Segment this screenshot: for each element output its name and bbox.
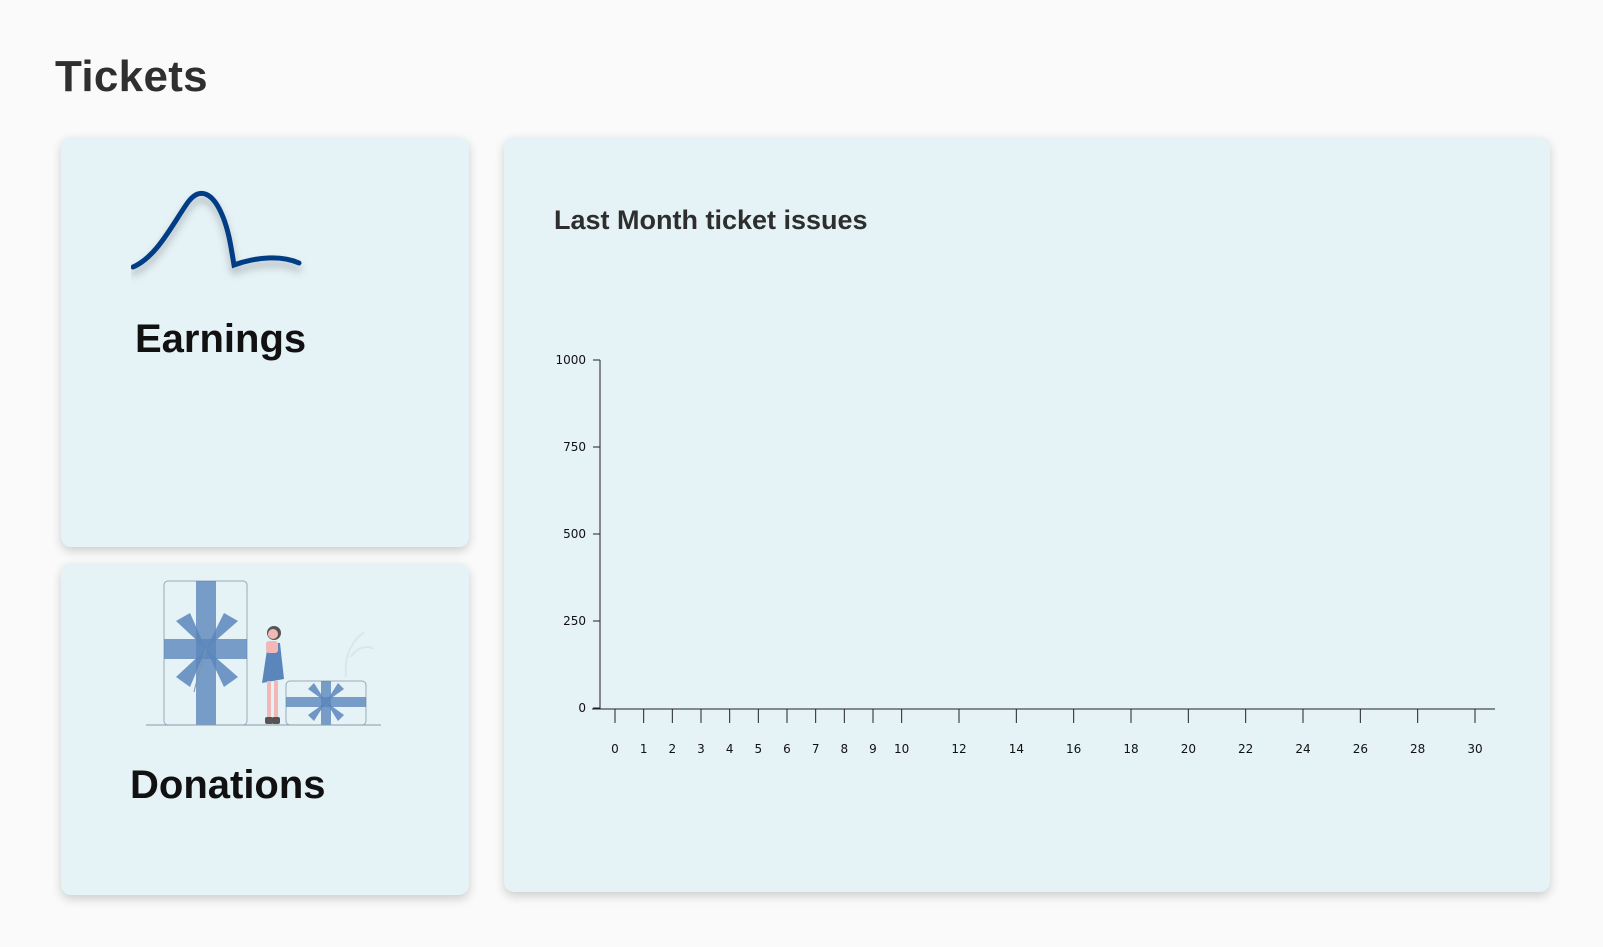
x-tick-label: 22 [1238, 742, 1253, 756]
x-tick-label: 24 [1295, 742, 1310, 756]
x-tick-label: 7 [812, 742, 820, 756]
x-tick-label: 12 [951, 742, 966, 756]
x-tick-label: 1 [640, 742, 648, 756]
line-wave-icon [131, 191, 302, 270]
chart-card: Last Month ticket issues 0 250 500 750 1000 0… [504, 137, 1550, 892]
earnings-label: Earnings [135, 317, 307, 361]
y-tick-label: 0 [578, 701, 586, 715]
x-tick-label: 9 [869, 742, 877, 756]
x-tick-label: 4 [726, 742, 734, 756]
x-tick-label: 5 [755, 742, 763, 756]
y-tick-label: 500 [563, 527, 586, 541]
x-tick-label: 16 [1066, 742, 1081, 756]
chart-title: Last Month ticket issues [554, 205, 868, 235]
x-tick-label: 26 [1353, 742, 1368, 756]
x-tick-label: 10 [894, 742, 909, 756]
x-tick-label: 30 [1467, 742, 1482, 756]
earnings-card[interactable]: Earnings [61, 137, 469, 547]
x-tick-label: 3 [697, 742, 705, 756]
donations-card[interactable]: Donations [61, 563, 469, 895]
x-tick-label: 8 [841, 742, 849, 756]
x-tick-label: 20 [1181, 742, 1196, 756]
x-tick-label: 6 [783, 742, 791, 756]
y-tick-label: 750 [563, 440, 586, 454]
page-title: Tickets [55, 52, 208, 101]
x-tick-label: 2 [669, 742, 677, 756]
donations-label: Donations [130, 763, 326, 807]
x-tick-label: 28 [1410, 742, 1425, 756]
y-tick-label: 1000 [555, 353, 586, 367]
x-tick-label: 14 [1009, 742, 1024, 756]
y-tick-label: 250 [563, 614, 586, 628]
x-tick-label: 18 [1123, 742, 1138, 756]
x-tick-label: 0 [611, 742, 619, 756]
gift-boxes-illustration [146, 580, 381, 726]
